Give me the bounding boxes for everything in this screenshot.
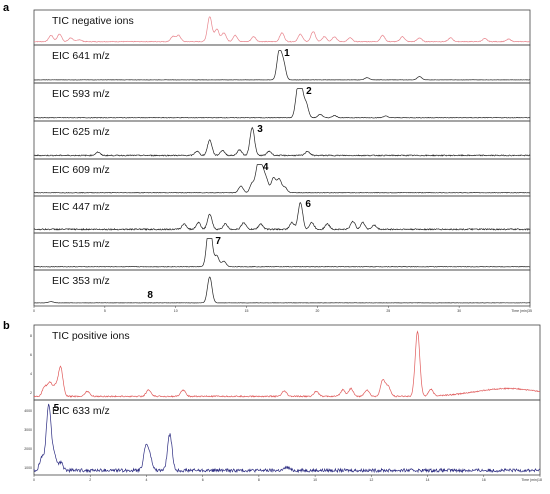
chromatogram-trace (33, 330, 541, 398)
trace-label: TIC negative ions (52, 15, 134, 27)
peak-number-label: 2 (306, 86, 312, 97)
chart-panel-a: TIC negative ions EIC 641 m/z 1 EIC 593 m/z… (33, 9, 532, 313)
x-tick-label: 12 (369, 478, 373, 482)
trace-label: EIC 447 m/z (52, 201, 110, 213)
y-tick-label: 2 (30, 391, 32, 395)
trace-frame (33, 399, 541, 476)
x-tick-label: 15 (245, 309, 249, 313)
peak-number-label: 1 (284, 48, 290, 59)
x-tick-label: 35 (528, 309, 532, 313)
chromatogram-trace (33, 238, 531, 268)
trace-label: EIC 625 m/z (52, 126, 110, 138)
x-tick-label: 8 (258, 478, 260, 482)
chromatogram-trace (33, 403, 541, 474)
y-tick-label: 2000 (24, 447, 32, 451)
trace-label: EIC 353 m/z (52, 275, 110, 287)
peak-number-label: 3 (257, 124, 263, 135)
trace-label: EIC 609 m/z (52, 164, 110, 176)
chromatogram-trace (33, 276, 531, 304)
x-tick-label: 18 (538, 478, 542, 482)
chromatogram-trace (33, 16, 531, 43)
x-tick-label: 14 (426, 478, 430, 482)
x-tick-label: 4 (145, 478, 147, 482)
x-tick-label: 0 (33, 309, 35, 313)
x-tick-label: 6 (202, 478, 204, 482)
panel-b-letter: b (3, 320, 10, 332)
x-tick-label: 25 (386, 309, 390, 313)
chromatogram-trace (33, 50, 531, 81)
trace-label: EIC 641 m/z (52, 50, 110, 62)
x-tick-label: 20 (315, 309, 319, 313)
trace-label: EIC 515 m/z (52, 238, 110, 250)
peak-number-label: 8 (147, 290, 153, 301)
y-tick-label: 1000 (24, 466, 32, 470)
trace-label: EIC 593 m/z (52, 88, 110, 100)
chart-panel-b: TIC positive ions 8 6 4 2 EIC 633 m/z 4000 3000… (24, 324, 542, 482)
chromatogram-trace (33, 88, 531, 119)
chromatogram-trace (33, 201, 531, 231)
y-tick-label: 8 (30, 334, 32, 338)
chromatogram-trace (33, 126, 531, 157)
peak-number-label: 6 (305, 199, 311, 210)
peak-number-label: 5 (54, 403, 60, 414)
peak-number-label: 7 (215, 236, 221, 247)
x-tick-label: 0 (33, 478, 35, 482)
trace-label: EIC 633 m/z (52, 405, 110, 417)
panel-a-letter: a (3, 2, 10, 14)
y-tick-label: 3000 (24, 428, 32, 432)
y-tick-label: 6 (30, 353, 32, 357)
x-tick-label: 16 (482, 478, 486, 482)
y-tick-label: 4000 (24, 409, 32, 413)
x-tick-label: 2 (89, 478, 91, 482)
x-tick-label: 5 (104, 309, 106, 313)
trace-label: TIC positive ions (52, 330, 130, 342)
y-tick-label: 4 (30, 372, 32, 376)
trace-frame (33, 269, 531, 307)
x-tick-label: 10 (174, 309, 178, 313)
x-axis-title: Time (min) (511, 309, 528, 313)
chromatogram-trace (33, 164, 531, 194)
peak-number-label: 4 (263, 162, 269, 173)
x-tick-label: 10 (313, 478, 317, 482)
x-tick-label: 30 (457, 309, 461, 313)
x-axis-title: Time (min) (521, 478, 538, 482)
